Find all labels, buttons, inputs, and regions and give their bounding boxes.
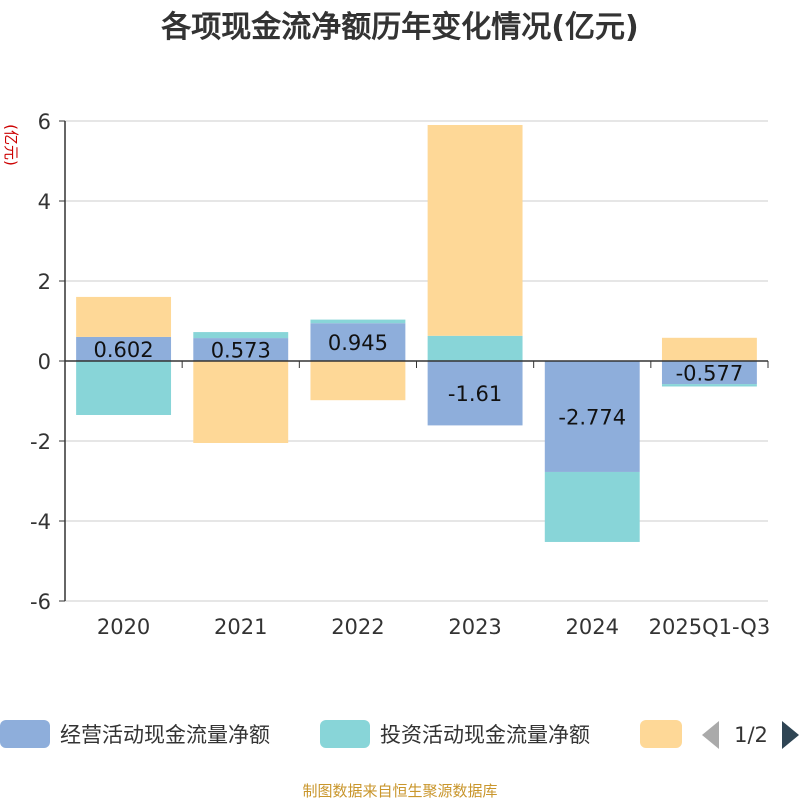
y-tick-label: -2 [30, 430, 51, 454]
bar-2[interactable] [193, 332, 289, 339]
legend-label[interactable]: 投资活动现金流量净额 [380, 723, 590, 747]
data-label: -2.774 [558, 405, 626, 429]
legend-swatch[interactable] [0, 720, 50, 748]
axes: 6 4 2 0 -2 -4 -6 2020 2021 2022 2023 2024 2025Q1-Q3 [30, 110, 770, 639]
data-label: 0.602 [94, 338, 154, 362]
gridlines [65, 120, 768, 602]
bar-2[interactable] [76, 361, 172, 415]
bar-1[interactable] [310, 323, 406, 361]
bar-2[interactable] [310, 319, 406, 324]
bar-2[interactable] [544, 471, 640, 542]
bars [76, 125, 757, 542]
legend-page-indicator: 1/2 [734, 723, 768, 747]
data-label: 0.573 [211, 339, 271, 363]
bar-3[interactable] [76, 296, 172, 337]
bar-2[interactable] [661, 384, 757, 387]
legend-next-page-icon[interactable] [782, 721, 799, 749]
data-label: -1.61 [448, 382, 502, 406]
bar-1[interactable] [427, 361, 523, 426]
y-tick-label: 6 [38, 110, 51, 134]
bar-1[interactable] [76, 336, 172, 361]
legend-prev-page-icon[interactable] [702, 721, 719, 749]
chart-title: 各项现金流净额历年变化情况(亿元) [160, 10, 638, 45]
y-tick-label: -4 [30, 510, 51, 534]
y-axis-label: (亿元) [2, 124, 20, 166]
bar-2[interactable] [427, 335, 523, 361]
x-tick-label: 2024 [566, 615, 619, 639]
x-tick-label: 2020 [97, 615, 150, 639]
bar-1[interactable] [193, 338, 289, 361]
x-tick-label: 2023 [448, 615, 501, 639]
bar-3[interactable] [661, 337, 757, 361]
y-tick-label: 2 [38, 270, 51, 294]
source-note: 制图数据来自恒生聚源数据库 [302, 782, 497, 800]
bar-3[interactable] [193, 361, 289, 443]
x-tick-label: 2025Q1-Q3 [649, 615, 771, 639]
bar-3[interactable] [427, 125, 523, 336]
data-labels: 0.602 0.573 0.945 -1.61 -2.774 -0.577 [94, 331, 744, 429]
bar-1[interactable] [661, 361, 757, 385]
bar-3[interactable] [310, 361, 406, 401]
x-tick-label: 2021 [214, 615, 267, 639]
y-tick-label: -6 [30, 590, 51, 614]
legend-swatch[interactable] [640, 720, 682, 748]
legend-swatch[interactable] [320, 720, 370, 748]
legend: 经营活动现金流量净额 投资活动现金流量净额 1/2 [0, 720, 799, 749]
data-label: -0.577 [676, 362, 744, 386]
bar-1[interactable] [544, 361, 640, 472]
data-label: 0.945 [328, 331, 388, 355]
x-tick-label: 2022 [331, 615, 384, 639]
y-tick-label: 0 [38, 350, 51, 374]
y-tick-label: 4 [38, 190, 51, 214]
legend-label[interactable]: 经营活动现金流量净额 [60, 723, 270, 747]
